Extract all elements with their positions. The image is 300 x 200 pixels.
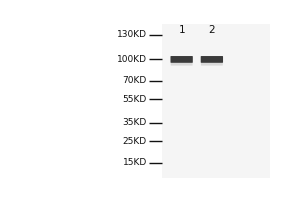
FancyBboxPatch shape bbox=[201, 62, 223, 66]
Bar bbox=[162, 24, 270, 178]
Text: 15KD: 15KD bbox=[122, 158, 147, 167]
Text: 35KD: 35KD bbox=[122, 118, 147, 127]
Text: 1: 1 bbox=[178, 25, 185, 35]
Text: 2: 2 bbox=[208, 25, 215, 35]
FancyBboxPatch shape bbox=[201, 56, 223, 63]
Text: 25KD: 25KD bbox=[123, 137, 147, 146]
Text: 55KD: 55KD bbox=[122, 95, 147, 104]
Text: 130KD: 130KD bbox=[117, 30, 147, 39]
Text: 100KD: 100KD bbox=[117, 55, 147, 64]
FancyBboxPatch shape bbox=[170, 56, 193, 63]
FancyBboxPatch shape bbox=[171, 62, 193, 66]
Text: 70KD: 70KD bbox=[122, 76, 147, 85]
FancyBboxPatch shape bbox=[171, 56, 193, 60]
FancyBboxPatch shape bbox=[201, 56, 223, 60]
